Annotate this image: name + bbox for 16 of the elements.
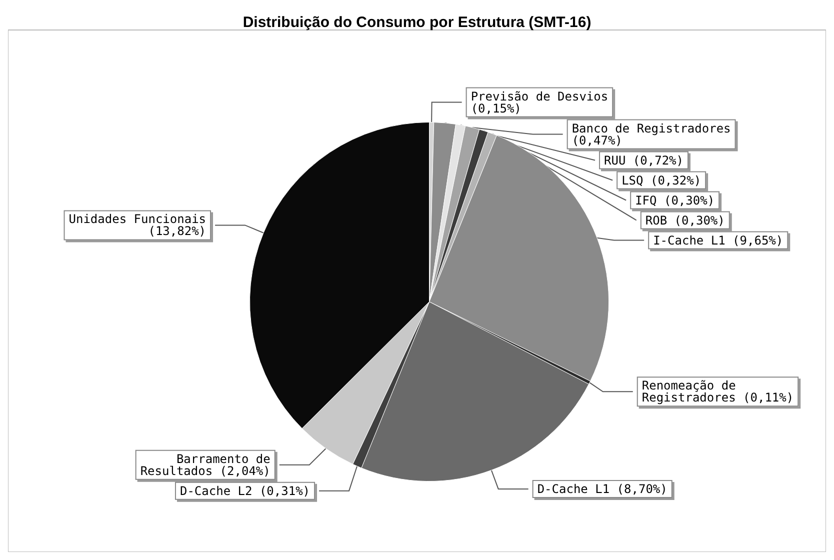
data-label: (13,82%) xyxy=(148,224,206,238)
slice-label: D-Cache L2 (0,31%) xyxy=(180,484,310,498)
data-label: (0,15%) xyxy=(470,101,522,116)
slice-label: Unidades Funcionais xyxy=(68,212,206,226)
slice-label: IFQ (0,30%) xyxy=(635,193,715,208)
slice-label: ROB (0,30%) xyxy=(645,213,725,228)
slice-label: Previsão de Desvios xyxy=(470,89,608,104)
slice-label: Renomeação de Registradores (0,11%) xyxy=(642,378,794,405)
slice-label: Barramento de Resultados (2,04%) xyxy=(140,452,270,478)
chart-title: Distribuição do Consumo por Estrutura (SMT-16) xyxy=(242,14,592,31)
slice-label: LSQ (0,32%) xyxy=(622,173,702,188)
slice-label: I-Cache L1 (9,65%) xyxy=(653,233,784,248)
data-label: (0,47%) xyxy=(572,133,622,148)
slice-label: Banco de Registradores xyxy=(572,121,731,136)
slice-label: RUU (0,72%) xyxy=(604,153,684,168)
slice-label: D-Cache L1 (8,70%) xyxy=(537,482,668,496)
